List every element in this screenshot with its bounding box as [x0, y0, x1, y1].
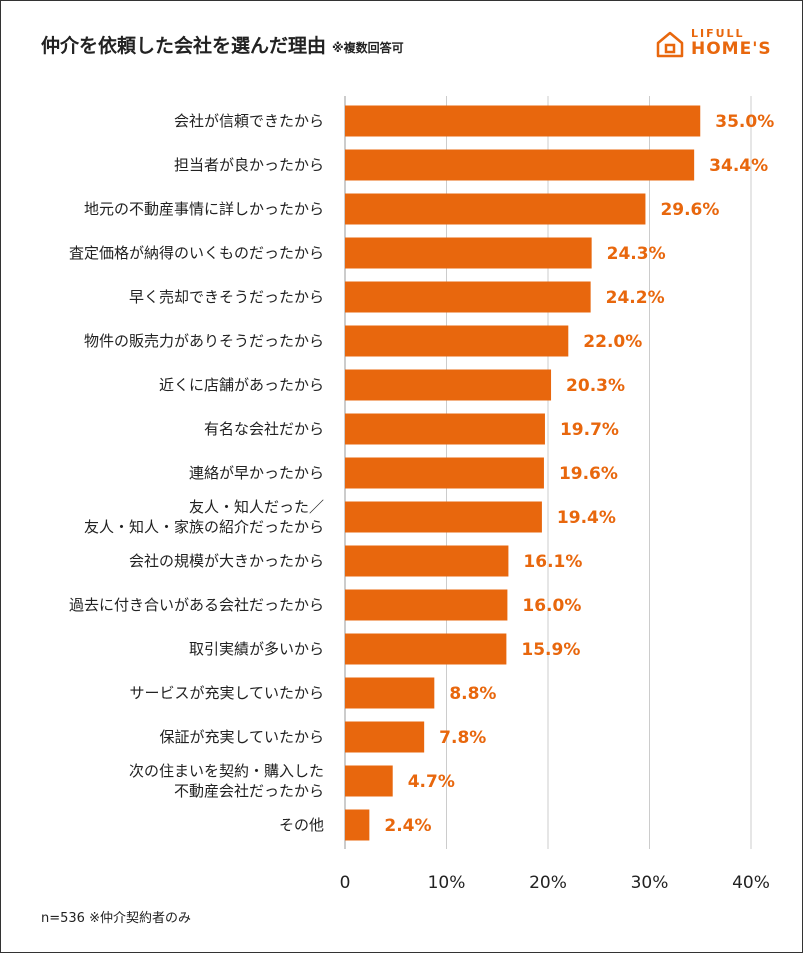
bar	[345, 325, 569, 357]
category-label: 物件の販売力がありそうだったから	[84, 332, 324, 350]
value-label: 8.8%	[449, 684, 496, 704]
bar	[345, 589, 508, 621]
bar	[345, 369, 552, 401]
title-text: 仲介を依頼した会社を選んだ理由	[41, 35, 327, 57]
category-label: 会社が信頼できたから	[174, 112, 324, 130]
chart-subtitle: ※複数回答可	[332, 41, 404, 55]
logo-top-text: LIFULL	[691, 27, 745, 40]
value-label: 15.9%	[521, 640, 580, 660]
category-label: 査定価格が納得のいくものだったから	[69, 244, 324, 262]
value-label: 20.3%	[566, 376, 625, 396]
bar	[345, 413, 545, 445]
bar	[345, 677, 435, 709]
category-label: 次の住まいを契約・購入した	[129, 762, 324, 780]
lifull-homes-logo: LIFULL HOME'S	[653, 25, 783, 61]
x-tick-label: 30%	[631, 873, 669, 893]
value-label: 16.0%	[522, 596, 581, 616]
category-label: 取引実績が多いから	[189, 640, 324, 658]
value-label: 2.4%	[384, 816, 431, 836]
category-label: サービスが充実していたから	[129, 684, 324, 702]
value-label: 19.4%	[557, 508, 616, 528]
value-label: 29.6%	[660, 200, 719, 220]
bar	[345, 457, 544, 489]
category-label: 早く売却できそうだったから	[129, 288, 324, 306]
x-tick-label: 40%	[732, 873, 770, 893]
category-label: 過去に付き合いがある会社だったから	[69, 596, 324, 614]
value-label: 22.0%	[583, 332, 642, 352]
bar	[345, 721, 425, 753]
bar	[345, 765, 393, 797]
value-label: 19.6%	[559, 464, 618, 484]
bar	[345, 501, 542, 533]
category-label: 友人・知人だった／	[189, 498, 324, 516]
category-label: その他	[279, 816, 324, 834]
chart-title: 仲介を依頼した会社を選んだ理由 ※複数回答可	[41, 31, 404, 58]
category-label: 近くに店舗があったから	[159, 376, 324, 394]
bar	[345, 809, 370, 841]
house-icon	[656, 31, 684, 58]
category-label: 保証が充実していたから	[159, 728, 324, 746]
value-label: 7.8%	[439, 728, 486, 748]
bar	[345, 281, 591, 313]
x-tick-label: 10%	[428, 873, 466, 893]
category-label: 友人・知人・家族の紹介だったから	[84, 518, 324, 536]
value-label: 34.4%	[709, 156, 768, 176]
bar	[345, 193, 646, 225]
bar-chart: 0 10% 20% 30% 40% 35.0% 会社が信頼できたから 34.4% 担当者が良かっ…	[69, 96, 774, 893]
bar	[345, 237, 592, 269]
bar	[345, 149, 695, 181]
value-label: 35.0%	[715, 112, 774, 132]
value-label: 19.7%	[560, 420, 619, 440]
value-label: 16.1%	[523, 552, 582, 572]
category-label: 担当者が良かったから	[174, 156, 324, 174]
category-label: 不動産会社だったから	[174, 782, 324, 800]
value-label: 24.3%	[607, 244, 666, 264]
bar	[345, 105, 701, 137]
category-label: 連絡が早かったから	[189, 464, 324, 482]
category-label: 有名な会社だから	[204, 420, 324, 438]
sample-size-note: n=536 ※仲介契約者のみ	[41, 911, 191, 926]
bar	[345, 633, 507, 665]
category-label: 会社の規模が大きかったから	[129, 552, 324, 570]
value-label: 4.7%	[408, 772, 455, 792]
x-tick-label: 0	[340, 873, 351, 893]
category-label: 地元の不動産事情に詳しかったから	[84, 200, 324, 218]
x-tick-label: 20%	[529, 873, 567, 893]
bar	[345, 545, 509, 577]
logo-main-text: HOME'S	[691, 39, 772, 59]
value-label: 24.2%	[606, 288, 665, 308]
